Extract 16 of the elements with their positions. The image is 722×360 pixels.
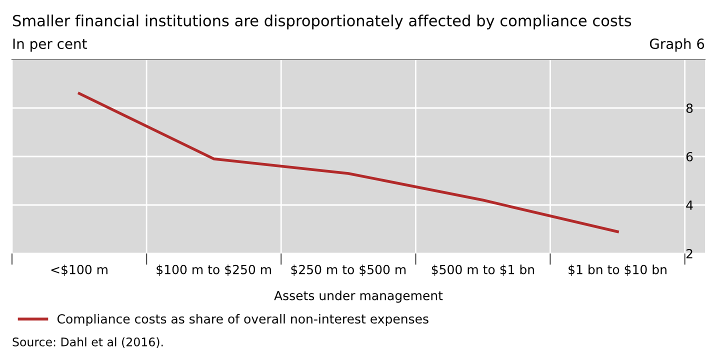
y-tick-label: 6: [686, 152, 693, 162]
chart-subtitle: In per cent: [13, 38, 87, 52]
x-tick-label: $1 bn to $10 bn: [568, 264, 666, 276]
y-tick-label: 4: [686, 200, 693, 210]
caption: Graph 6: [650, 38, 704, 52]
x-tick-label: <$100 m: [51, 264, 108, 276]
y-tick-label: 2: [686, 248, 692, 258]
line-series: [78, 92, 619, 234]
y-tick-label: 8: [686, 103, 693, 113]
source-note: Source: Dahl et al (2016).: [12, 337, 163, 348]
chart-title: Smaller financial institutions are disproportionately affected by compliance costs: [13, 14, 632, 30]
legend-label: Compliance costs as share of overall non-interest expenses: [57, 314, 428, 326]
x-tick-label: $250 m to $500 m: [291, 264, 406, 276]
x-axis-title: Assets under management: [274, 290, 443, 303]
x-tick-label: $500 m to $1 bn: [432, 264, 534, 276]
x-tick-label: $100 m to $250 m: [156, 264, 271, 276]
